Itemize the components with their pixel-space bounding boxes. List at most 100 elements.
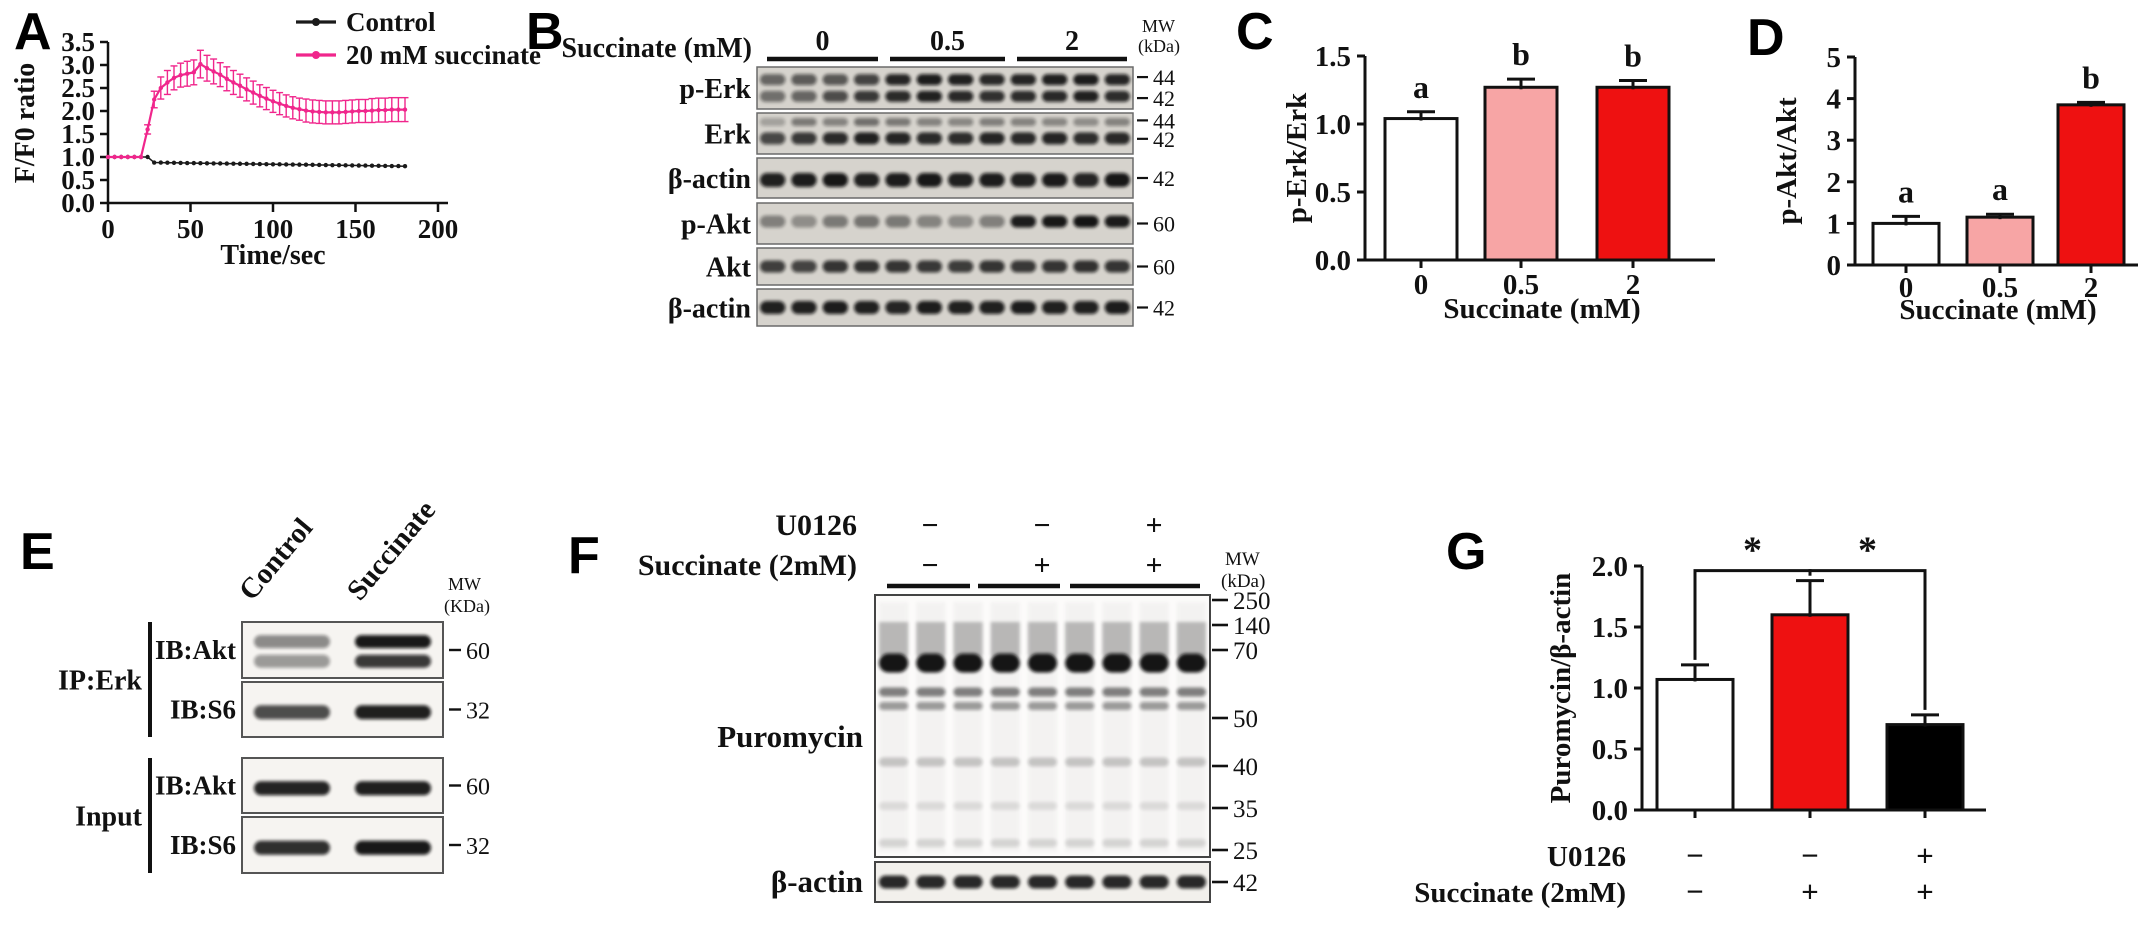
blot-band xyxy=(1102,757,1132,767)
blot-band xyxy=(1104,118,1130,127)
blot-band xyxy=(916,74,942,86)
data-point xyxy=(402,107,408,112)
data-point xyxy=(158,160,163,165)
mw-label: 250 xyxy=(1233,588,1271,615)
panel-letter-F: F xyxy=(568,527,600,585)
data-point xyxy=(277,162,282,167)
data-point xyxy=(317,162,322,168)
condition-symbol: + xyxy=(1145,509,1162,542)
blot-band xyxy=(760,173,786,187)
blot-band xyxy=(990,702,1020,710)
blot-band xyxy=(1073,260,1099,273)
data-point xyxy=(290,105,295,110)
data-point xyxy=(343,109,348,115)
blot-band xyxy=(1104,260,1130,273)
blot-band xyxy=(979,74,1005,86)
y-tick-label: 1.5 xyxy=(61,119,95,149)
blot-band xyxy=(1139,702,1169,710)
blot-target-label: IB:Akt xyxy=(155,635,236,665)
lane-smear xyxy=(990,622,1020,656)
blot-band xyxy=(1027,839,1058,847)
mw-unit: MW xyxy=(1142,16,1175,36)
y-axis-title: F/F0 ratio xyxy=(10,63,41,184)
group-label: 0.5 xyxy=(930,26,965,57)
data-point xyxy=(251,161,256,167)
data-point xyxy=(105,154,111,160)
blot-band xyxy=(791,260,817,273)
condition-name: Succinate (2mM) xyxy=(638,549,857,582)
blot-target-label: IB:Akt xyxy=(155,771,236,801)
blot-band xyxy=(979,90,1005,102)
data-point xyxy=(231,80,236,85)
blot-band xyxy=(990,875,1020,889)
blot-band xyxy=(854,260,880,273)
blot-band xyxy=(885,74,911,86)
blot-band xyxy=(1042,173,1068,187)
x-tick-label: 100 xyxy=(253,214,294,244)
data-point xyxy=(211,161,216,166)
blot-target-label: Akt xyxy=(706,253,752,284)
blot-band xyxy=(355,781,431,796)
blot-band xyxy=(948,74,974,86)
blot-band xyxy=(791,173,817,187)
blot-band xyxy=(1073,215,1099,228)
condition-name: U0126 xyxy=(775,509,857,542)
data-point xyxy=(336,110,342,115)
blot-band xyxy=(1073,301,1099,314)
data-point xyxy=(270,99,276,104)
blot-band xyxy=(1010,74,1036,86)
lane-smear xyxy=(1027,622,1058,656)
y-tick-label: 1.5 xyxy=(1592,612,1628,644)
x-tick-label: 150 xyxy=(335,214,376,244)
mw-label: 42 xyxy=(1233,870,1258,897)
data-point xyxy=(198,61,203,67)
blot-band xyxy=(916,757,946,767)
data-point xyxy=(264,96,269,101)
panel-letter-G: G xyxy=(1446,523,1487,581)
blot-band xyxy=(916,653,946,673)
y-tick-label: 0.5 xyxy=(1592,734,1628,766)
data-point xyxy=(125,154,130,160)
y-tick-label: 2 xyxy=(1827,167,1842,199)
blot-band xyxy=(916,839,946,847)
sig-letter: b xyxy=(1512,36,1530,72)
mw-label: 140 xyxy=(1233,613,1271,640)
blot-band xyxy=(791,118,817,127)
data-point xyxy=(264,161,269,167)
blot-band xyxy=(1010,173,1036,187)
blot-band xyxy=(760,132,786,145)
sig-letter: a xyxy=(1992,171,2008,207)
mw-label: 42 xyxy=(1153,127,1175,152)
blot-band xyxy=(822,215,848,228)
blot-band xyxy=(979,173,1005,187)
x-tick-label: 0.5 xyxy=(1982,272,2018,304)
blot-band xyxy=(1065,839,1095,847)
blot-band xyxy=(1065,702,1095,710)
blot-band xyxy=(854,301,880,314)
x-axis-title: Time/sec xyxy=(220,240,325,271)
series-line xyxy=(108,156,406,167)
mw-label: 70 xyxy=(1233,638,1258,665)
blot-band xyxy=(254,635,330,649)
mw-label: 60 xyxy=(1153,212,1175,237)
data-point xyxy=(310,162,315,168)
bar xyxy=(2056,103,2126,267)
column-label: Control xyxy=(233,512,319,606)
blot-target-label: p-Akt xyxy=(681,210,752,241)
blot-band xyxy=(979,215,1005,228)
blot-band xyxy=(1176,653,1206,673)
blot-band xyxy=(1073,173,1099,187)
blot-band xyxy=(948,118,974,127)
blot-band xyxy=(1073,74,1099,86)
blot-band xyxy=(879,875,909,889)
data-point xyxy=(290,162,295,167)
data-point xyxy=(343,163,348,168)
data-point xyxy=(244,87,249,92)
data-point xyxy=(396,163,401,169)
data-point xyxy=(171,160,177,165)
blot-band xyxy=(948,260,974,273)
mw-label: 60 xyxy=(466,775,490,801)
mw-unit: MW xyxy=(1225,549,1260,570)
